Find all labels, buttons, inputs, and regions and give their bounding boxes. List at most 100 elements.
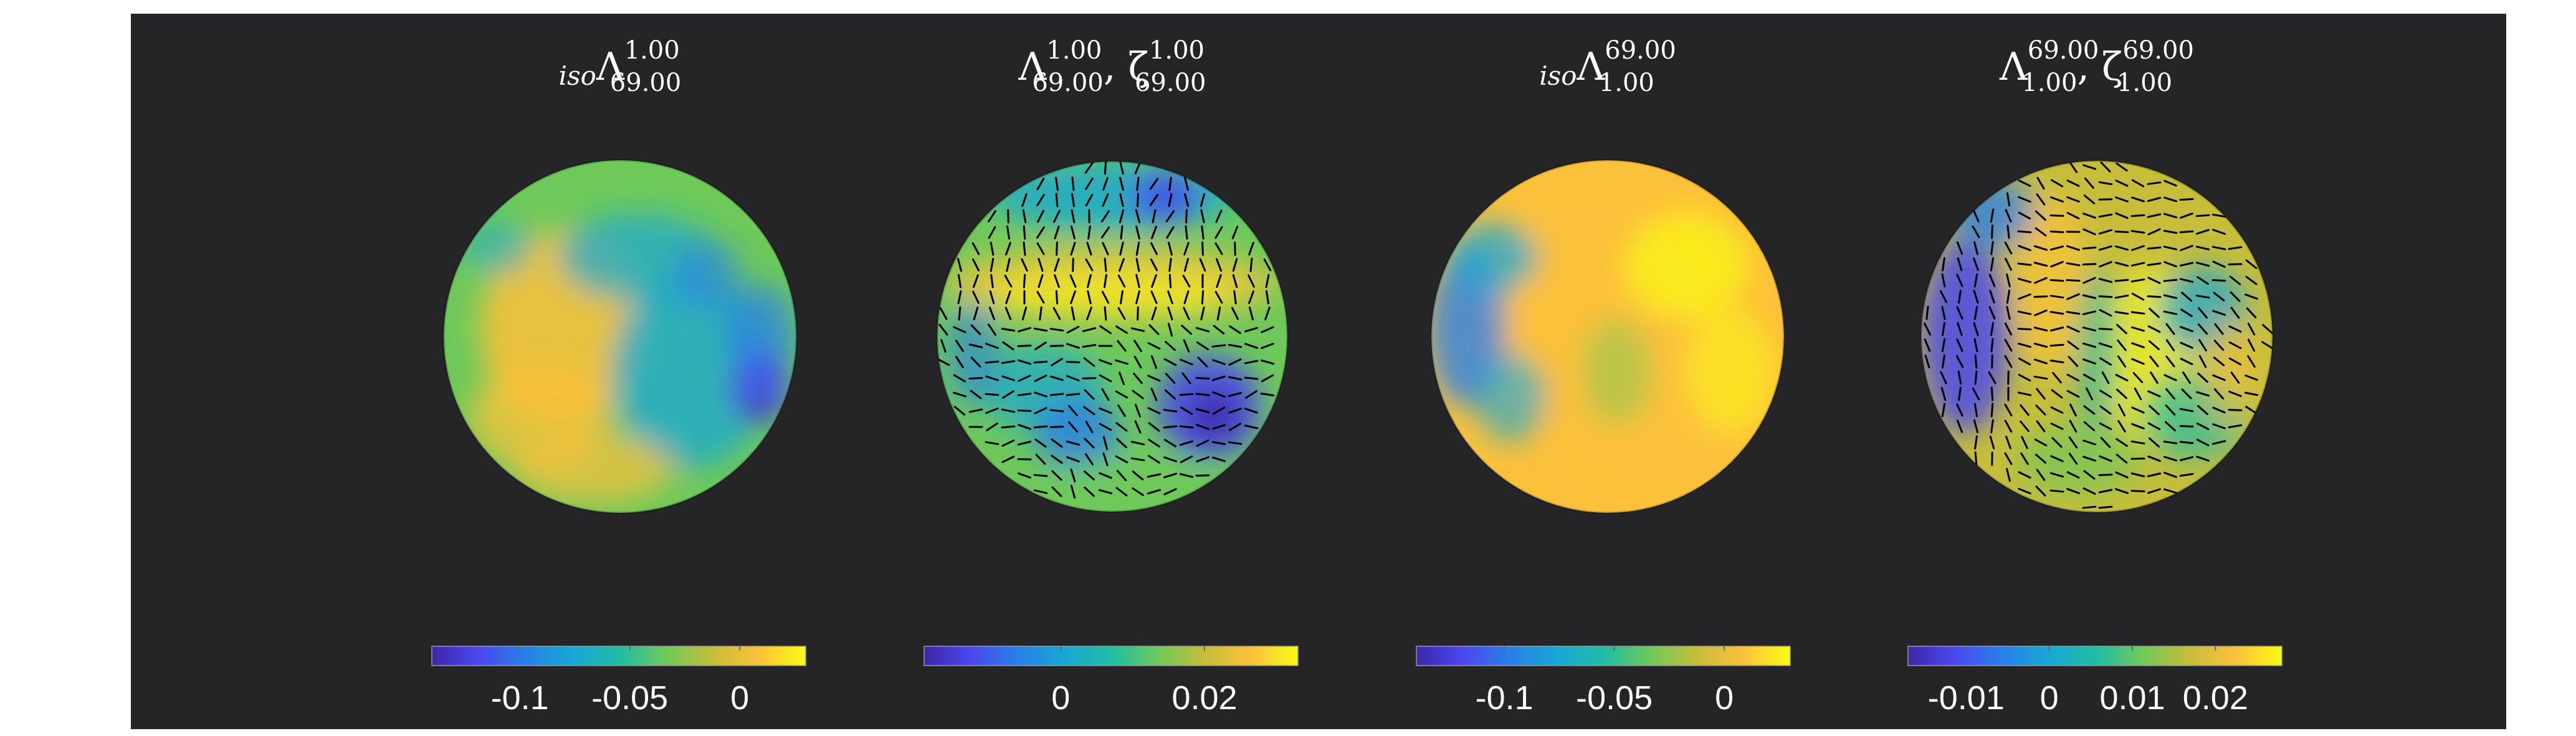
orientation-glyph: [1135, 274, 1140, 289]
orientation-glyph: [1990, 257, 1995, 272]
orientation-glyph: [1152, 209, 1157, 224]
orientation-glyph: [1001, 360, 1016, 364]
orientation-glyph: [1071, 176, 1075, 191]
orientation-glyph: [1099, 472, 1112, 479]
orientation-glyph: [2228, 390, 2242, 398]
orientation-glyph: [1164, 340, 1176, 351]
orientation-glyph: [2033, 358, 2048, 365]
orientation-glyph: [1214, 290, 1223, 304]
orientation-glyph: [1115, 390, 1128, 399]
colorbar-tick-label: 0: [1051, 679, 1070, 717]
orientation-glyph: [2033, 375, 2048, 380]
sphere-patch: [946, 301, 999, 407]
orientation-glyph: [2114, 311, 2129, 315]
colorbar-gradient: [1907, 646, 2283, 666]
orientation-glyph: [1132, 487, 1144, 497]
orientation-glyph: [1168, 241, 1173, 256]
sphere-patch: [1449, 222, 1537, 293]
orientation-glyph: [2036, 388, 2046, 400]
orientation-glyph: [1147, 375, 1161, 382]
orientation-glyph: [2005, 257, 2012, 271]
orientation-glyph: [2082, 294, 2097, 299]
orientation-glyph: [2068, 161, 2078, 173]
orientation-glyph: [1941, 305, 1946, 320]
orientation-glyph: [1070, 290, 1076, 304]
orientation-glyph: [2197, 276, 2209, 285]
orientation-glyph: [2017, 262, 2032, 266]
orientation-glyph: [1130, 327, 1145, 332]
orientation-glyph: [1036, 194, 1045, 206]
orientation-glyph: [2067, 340, 2079, 350]
orientation-glyph: [2179, 441, 2194, 444]
orientation-glyph: [2147, 181, 2162, 185]
orientation-glyph: [1036, 290, 1045, 304]
sphere-patch: [2076, 266, 2118, 442]
orientation-glyph: [1925, 305, 1929, 320]
orientation-glyph: [1006, 257, 1011, 272]
orientation-glyph: [1228, 376, 1243, 381]
orientation-glyph: [1261, 374, 1274, 383]
orientation-glyph: [2163, 279, 2178, 282]
orientation-glyph: [1054, 226, 1060, 239]
orientation-glyph: [1099, 423, 1112, 431]
orientation-glyph: [2082, 164, 2097, 170]
orientation-glyph: [2050, 196, 2064, 203]
orientation-glyph: [2131, 406, 2145, 414]
orientation-glyph: [988, 226, 996, 239]
orientation-glyph: [1163, 456, 1177, 462]
orientation-glyph: [2035, 404, 2046, 416]
orientation-glyph: [1168, 176, 1172, 191]
orientation-glyph: [2163, 294, 2178, 299]
orientation-glyph: [1973, 305, 1978, 320]
orientation-glyph: [1216, 306, 1221, 321]
panel-1-ticks: -0.1 -0.05 0: [491, 679, 749, 717]
orientation-glyph: [1004, 274, 1013, 288]
orientation-glyph: [1099, 407, 1112, 414]
orientation-glyph: [1134, 420, 1142, 434]
orientation-glyph: [1070, 241, 1076, 256]
orientation-glyph: [1973, 273, 1978, 288]
orientation-glyph: [1973, 289, 1979, 304]
orientation-glyph: [1034, 375, 1047, 382]
orientation-glyph: [1002, 390, 1014, 399]
orientation-glyph: [2213, 340, 2225, 351]
orientation-glyph: [2098, 505, 2113, 509]
orientation-glyph: [2165, 388, 2175, 400]
orientation-glyph: [2049, 489, 2064, 493]
orientation-glyph: [2035, 210, 2046, 221]
orientation-glyph: [1212, 391, 1226, 398]
orientation-glyph: [2163, 472, 2177, 478]
orientation-glyph: [2066, 373, 2080, 382]
orientation-glyph: [2165, 355, 2175, 368]
orientation-glyph: [2180, 244, 2193, 252]
orientation-glyph: [1115, 422, 1128, 432]
orientation-glyph: [1120, 290, 1123, 305]
orientation-glyph: [2099, 390, 2112, 398]
orientation-glyph: [2245, 275, 2258, 285]
orientation-glyph: [1260, 359, 1275, 365]
orientation-glyph: [1248, 242, 1254, 256]
colorbar-tick-label: 0: [2040, 679, 2059, 717]
orientation-glyph: [2150, 371, 2159, 384]
orientation-glyph: [937, 358, 950, 366]
orientation-glyph: [1231, 226, 1239, 239]
orientation-glyph: [1941, 403, 1946, 418]
orientation-glyph: [1165, 373, 1176, 384]
orientation-glyph: [2147, 213, 2162, 218]
orientation-glyph: [2134, 387, 2142, 401]
orientation-glyph: [2197, 372, 2208, 383]
orientation-glyph: [1957, 322, 1963, 336]
orientation-glyph: [1151, 274, 1157, 288]
orientation-glyph: [1085, 177, 1094, 191]
orientation-glyph: [1017, 458, 1032, 461]
orientation-glyph: [1201, 225, 1205, 240]
orientation-glyph: [1182, 274, 1191, 288]
panel-2: Λ1.00 69.00, ζ1.00 69.00 0 0.02: [923, 36, 1299, 717]
orientation-glyph: [1005, 242, 1011, 256]
orientation-glyph: [1196, 424, 1209, 430]
orientation-glyph: [2082, 358, 2096, 365]
panel-4-sphere-field: [1921, 161, 2273, 512]
orientation-glyph: [2130, 196, 2145, 203]
orientation-glyph: [1923, 322, 1932, 336]
